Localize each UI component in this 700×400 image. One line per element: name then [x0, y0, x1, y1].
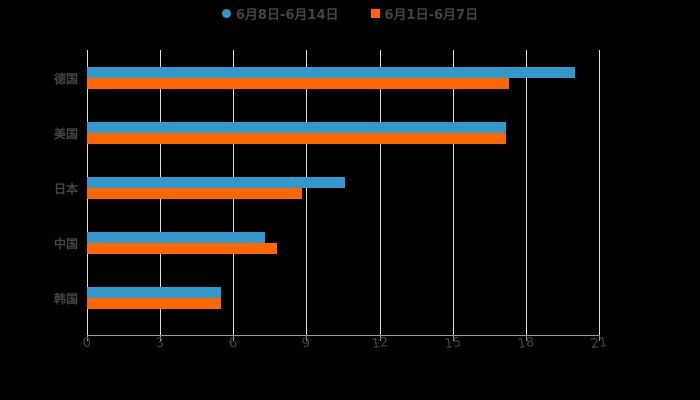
x-tick-label: 18	[516, 334, 536, 353]
category-label: 韩国	[53, 292, 78, 306]
legend-item-series-1[interactable]: 6月8日-6月14日	[221, 4, 339, 23]
gridline	[599, 50, 600, 335]
legend-label: 6月1日-6月7日	[384, 7, 479, 23]
x-tick-label: 12	[370, 334, 390, 353]
category-label: 日本	[53, 182, 78, 196]
bar[interactable]	[87, 133, 507, 144]
bar[interactable]	[87, 298, 222, 309]
bar[interactable]	[87, 243, 278, 254]
plot-area	[87, 50, 600, 341]
bar[interactable]	[87, 188, 302, 199]
x-tick-label: 9	[300, 335, 312, 352]
x-tick	[233, 335, 234, 341]
x-tick	[453, 335, 454, 341]
gridline	[306, 50, 307, 335]
category-label: 德国	[53, 72, 78, 86]
bar[interactable]	[87, 287, 222, 298]
gridline	[526, 50, 527, 335]
x-axis	[87, 335, 599, 336]
gridline	[453, 50, 454, 335]
x-tick-label: 0	[81, 335, 93, 352]
legend-label: 6月8日-6月14日	[235, 7, 339, 23]
square-marker-icon	[370, 8, 380, 18]
x-tick-label: 6	[227, 335, 239, 352]
category-label: 中国	[53, 237, 78, 251]
x-tick-label: 21	[589, 334, 609, 353]
x-tick	[526, 335, 527, 341]
bar[interactable]	[87, 67, 575, 78]
bar[interactable]	[87, 78, 509, 89]
bar[interactable]	[87, 177, 346, 188]
legend-item-series-2[interactable]: 6月1日-6月7日	[370, 4, 479, 23]
x-tick	[160, 335, 161, 341]
circle-marker-icon	[221, 8, 231, 18]
x-tick	[306, 335, 307, 341]
bar[interactable]	[87, 122, 507, 133]
gridline	[380, 50, 381, 335]
x-tick	[599, 335, 600, 341]
x-tick-label: 3	[154, 335, 166, 352]
category-label: 美国	[53, 127, 78, 141]
x-tick-label: 15	[443, 334, 463, 353]
bar[interactable]	[87, 232, 265, 243]
x-tick	[380, 335, 381, 341]
legend: 6月8日-6月14日 6月1日-6月7日	[0, 4, 700, 23]
x-tick	[87, 335, 88, 341]
